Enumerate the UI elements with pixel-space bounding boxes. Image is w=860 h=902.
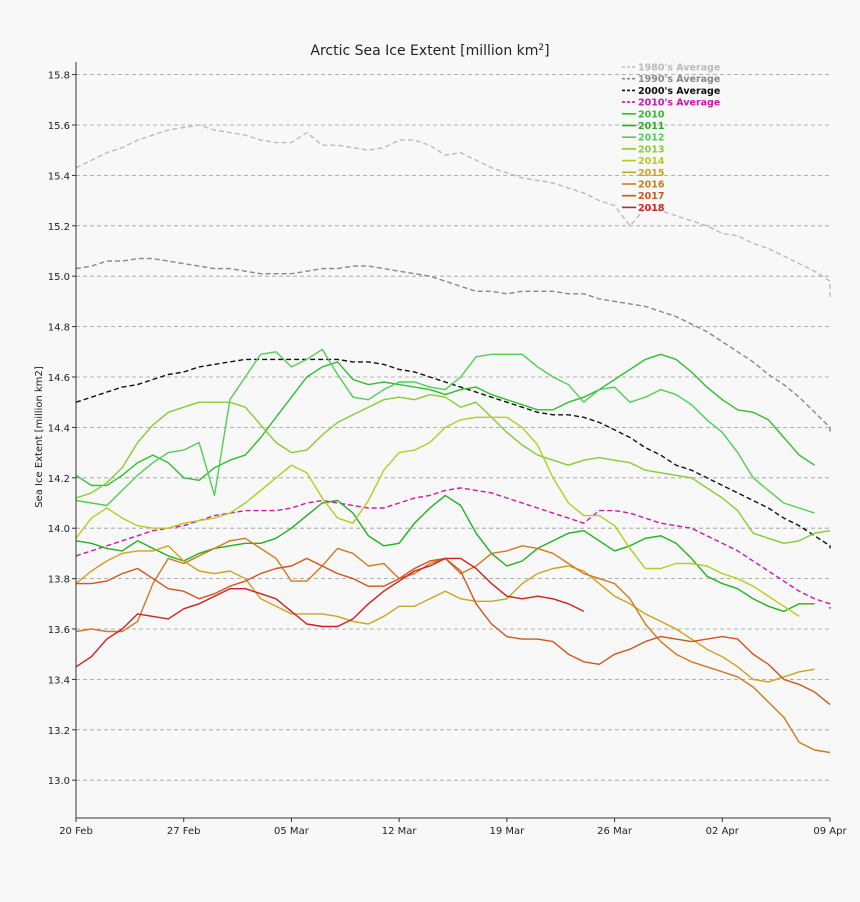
x-tick-label: 20 Feb xyxy=(59,826,93,837)
series-line xyxy=(75,393,831,544)
y-tick-label: 13.6 xyxy=(48,625,70,636)
series-line xyxy=(75,348,815,514)
legend-label: 1980's Average xyxy=(638,63,720,74)
y-tick-label: 14.4 xyxy=(48,423,70,434)
series-line xyxy=(75,124,831,299)
legend-label: 2000's Average xyxy=(638,86,720,97)
series-lines xyxy=(75,124,831,754)
series-line xyxy=(75,557,585,668)
legend-label: 2018 xyxy=(638,203,665,214)
series-line xyxy=(75,494,815,613)
y-tick-label: 13.4 xyxy=(48,675,70,686)
series-line xyxy=(75,545,815,683)
y-tick-label: 14.0 xyxy=(48,524,70,535)
y-axis-label: Sea Ice Extent [million km2] xyxy=(34,366,45,508)
series-line xyxy=(75,537,831,754)
axes: 13.0 13.2 13.4 13.6 13.8 14.0 14.2 14.4 14.6 14.8… xyxy=(48,62,847,837)
y-tick-label: 13.0 xyxy=(48,776,70,787)
legend-label: 2010's Average xyxy=(638,98,720,109)
legend-label: 2017 xyxy=(638,191,664,202)
x-tick-label: 02 Apr xyxy=(706,826,740,837)
y-tick-label: 14.8 xyxy=(48,323,70,334)
legend-label: 2011 xyxy=(638,121,664,132)
series-line xyxy=(75,353,815,487)
legend-label: 2014 xyxy=(638,156,665,167)
series-line xyxy=(76,557,831,706)
series-line xyxy=(75,416,800,617)
x-tick-label: 19 Mar xyxy=(489,826,525,837)
y-tick-label: 15.0 xyxy=(48,272,70,283)
x-tick-label: 12 Mar xyxy=(382,826,418,837)
series-line xyxy=(75,487,831,609)
x-tick-label: 05 Mar xyxy=(274,826,310,837)
legend-label: 2015 xyxy=(638,168,664,179)
x-tick-label: 26 Mar xyxy=(597,826,633,837)
y-tick-label: 14.2 xyxy=(48,474,70,485)
y-tick-label: 15.8 xyxy=(48,71,70,82)
series-line xyxy=(75,257,831,433)
legend-label: 2013 xyxy=(638,144,664,155)
y-tick-label: 13.8 xyxy=(48,575,70,586)
legend-label: 2012 xyxy=(638,133,664,144)
y-tick-label: 15.4 xyxy=(48,171,70,182)
x-tick-label: 09 Apr xyxy=(813,826,847,837)
y-tick-label: 15.6 xyxy=(48,121,70,132)
legend-label: 1990's Average xyxy=(638,74,720,85)
legend-label: 2016 xyxy=(638,180,665,191)
legend-label: 2010 xyxy=(638,109,665,120)
series-line xyxy=(75,358,831,549)
y-tick-label: 13.2 xyxy=(48,726,70,737)
y-tick-label: 14.6 xyxy=(48,373,70,384)
x-tick-label: 27 Feb xyxy=(167,826,201,837)
y-tick-label: 15.2 xyxy=(48,222,70,233)
chart-title: Arctic Sea Ice Extent [million km2] xyxy=(310,43,549,59)
